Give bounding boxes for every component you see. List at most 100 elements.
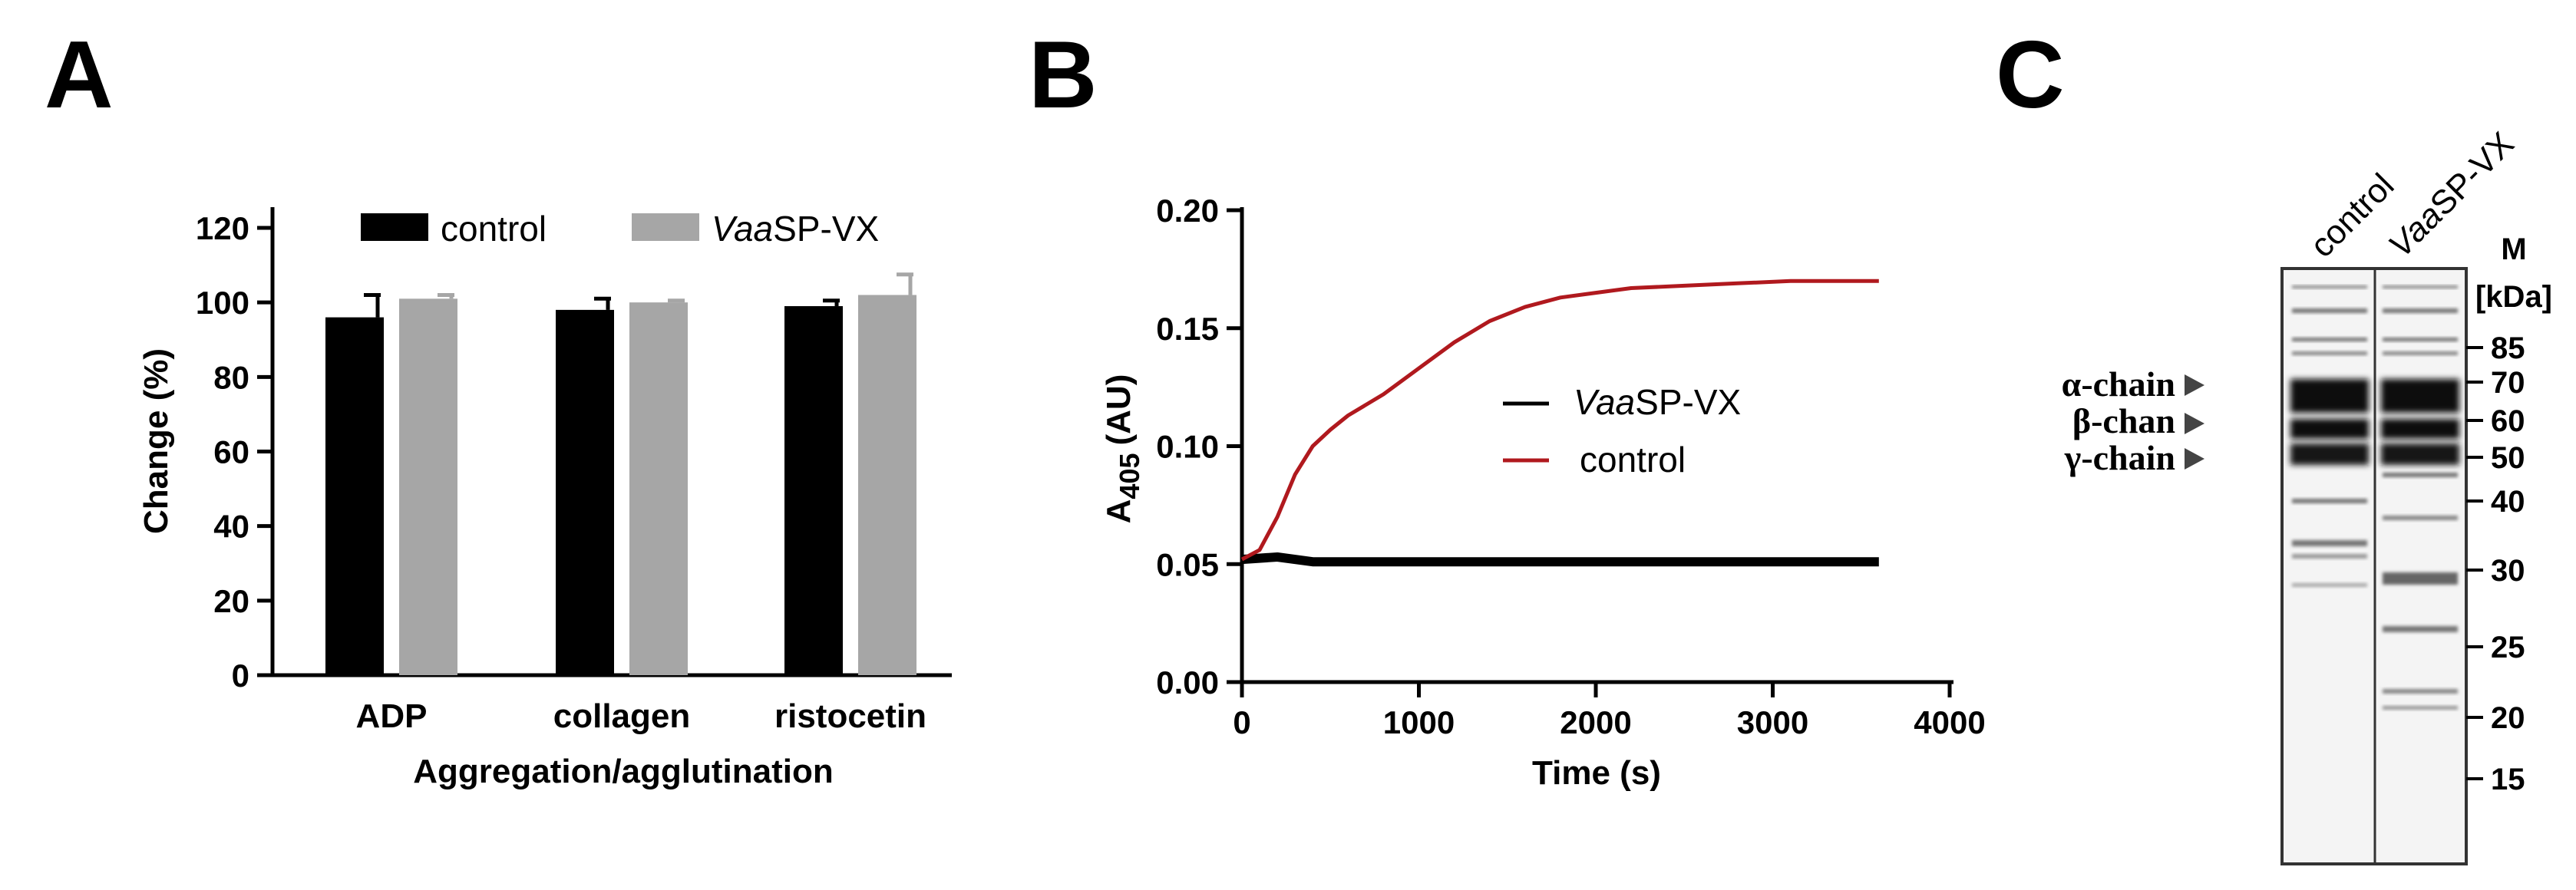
gel-marker-70: 70 bbox=[2466, 366, 2525, 400]
gel-marker-header-m: M bbox=[2501, 232, 2526, 266]
gel-band bbox=[2383, 351, 2458, 355]
gel-marker-30: 30 bbox=[2466, 554, 2525, 588]
gel-band-beta bbox=[2381, 419, 2459, 439]
gel-marker-label: 40 bbox=[2491, 485, 2525, 519]
b-series-vaasp-line bbox=[1241, 552, 1879, 567]
a-y-tick-label: 40 bbox=[213, 509, 249, 545]
b-x-tick-label: 1000 bbox=[1383, 704, 1455, 740]
a-x-tick-label: ADP bbox=[356, 697, 428, 735]
gel-marker-15: 15 bbox=[2466, 763, 2525, 796]
gel-band bbox=[2292, 554, 2367, 559]
gel-band bbox=[2292, 351, 2367, 355]
gel-band bbox=[2292, 308, 2367, 313]
gel-band bbox=[2292, 540, 2367, 546]
gel-band bbox=[2292, 499, 2367, 503]
gel-lane-label-vaasp: VaaSP-VX bbox=[2381, 125, 2521, 265]
a-bar-control bbox=[325, 317, 384, 675]
gel-band bbox=[2383, 473, 2458, 477]
gel-band bbox=[2383, 706, 2458, 710]
line-chart-b: 0.00 0.05 0.10 0.15 0.20 0 1000 2000 3000 4000 A4… bbox=[1100, 193, 1986, 792]
gel-lane-vaasp bbox=[2381, 285, 2459, 710]
a-x-tick-label: collagen bbox=[553, 697, 691, 735]
a-y-tick-label: 120 bbox=[196, 210, 249, 246]
a-legend-label-vaasp: VaaSP-VX bbox=[712, 209, 879, 249]
gel-marker-50: 50 bbox=[2466, 441, 2525, 475]
b-legend-label-vaasp: VaaSP-VX bbox=[1574, 382, 1741, 422]
gel-marker-20: 20 bbox=[2466, 701, 2525, 735]
gel-band-alpha bbox=[2290, 379, 2369, 413]
b-y-axis-label: A405(AU) bbox=[1100, 374, 1145, 524]
b-y-tick-label: 0.20 bbox=[1156, 193, 1219, 229]
b-y-tick-label: 0.10 bbox=[1156, 429, 1219, 465]
b-y-tick-label: 0.15 bbox=[1156, 311, 1219, 347]
b-series-control-line bbox=[1240, 279, 1879, 562]
a-x-axis-label: Aggregation/agglutination bbox=[413, 753, 834, 790]
a-y-axis-label: Change (%) bbox=[137, 348, 175, 534]
a-legend-swatch-vaasp bbox=[632, 213, 699, 241]
gel-band bbox=[2383, 338, 2458, 341]
gel-marker-85: 85 bbox=[2466, 331, 2525, 365]
gel-chain-gamma: γ-chain bbox=[2064, 438, 2204, 477]
gel-chain-alpha-label: α-chain bbox=[2062, 364, 2175, 404]
gel-chain-alpha: α-chain bbox=[2062, 364, 2204, 404]
gel-marker-25: 25 bbox=[2466, 631, 2525, 664]
a-y-tick-label: 0 bbox=[232, 658, 249, 694]
gel-marker-label: 85 bbox=[2491, 331, 2525, 365]
a-y-tick-label: 60 bbox=[213, 434, 249, 470]
gel-marker-label: 60 bbox=[2491, 404, 2525, 438]
gel-chain-gamma-label: γ-chain bbox=[2064, 438, 2175, 477]
gel-band bbox=[2383, 285, 2458, 288]
gel-band bbox=[2383, 516, 2458, 520]
gel-marker-label: 15 bbox=[2491, 763, 2525, 796]
panel-b-label: B bbox=[1029, 22, 1098, 128]
gel-marker-label: 25 bbox=[2491, 631, 2525, 664]
gel-lane-label-control: control bbox=[2303, 166, 2401, 265]
panel-a-label: A bbox=[45, 22, 114, 128]
gel-marker-header-kda: [kDa] bbox=[2475, 280, 2552, 314]
a-y-tick-label: 20 bbox=[213, 583, 249, 619]
gel-band-gamma bbox=[2381, 443, 2459, 465]
gel-marker-label: 70 bbox=[2491, 366, 2525, 400]
gel-marker-60: 60 bbox=[2466, 404, 2525, 438]
sds-page-gel: control VaaSP-VX bbox=[2062, 125, 2552, 865]
b-x-tick-label: 3000 bbox=[1737, 704, 1808, 740]
a-legend-swatch-control bbox=[361, 213, 428, 241]
a-bar-vaasp bbox=[858, 295, 916, 675]
b-x-axis-label: Time (s) bbox=[1532, 754, 1661, 792]
b-y-tick-label: 0.05 bbox=[1156, 546, 1219, 582]
b-x-tick-label: 4000 bbox=[1914, 704, 1985, 740]
gel-band bbox=[2292, 285, 2367, 288]
gel-band bbox=[2383, 308, 2458, 313]
gel-band bbox=[2383, 572, 2458, 585]
gel-chain-gamma-arrow-icon bbox=[2185, 448, 2204, 470]
gel-band-alpha bbox=[2381, 379, 2459, 413]
a-bar-vaasp bbox=[629, 302, 688, 675]
a-y-tick-label: 80 bbox=[213, 359, 249, 395]
panel-c-label: C bbox=[1996, 22, 2065, 128]
a-bar-vaasp bbox=[399, 298, 457, 675]
gel-chain-beta: β-chan bbox=[2072, 401, 2204, 440]
bar-chart-a: 0 20 40 60 80 100 120 ADP collagen ristocetin Cha… bbox=[137, 207, 952, 790]
b-y-tick-label: 0.00 bbox=[1156, 664, 1219, 700]
b-legend-label-control: control bbox=[1580, 440, 1686, 480]
gel-band bbox=[2292, 583, 2367, 587]
a-x-tick-label: ristocetin bbox=[774, 697, 926, 735]
gel-band-beta bbox=[2290, 419, 2369, 439]
gel-marker-label: 50 bbox=[2491, 441, 2525, 475]
b-x-tick-label: 2000 bbox=[1560, 704, 1631, 740]
gel-lane-control bbox=[2290, 285, 2369, 587]
gel-band bbox=[2383, 626, 2458, 632]
gel-marker-40: 40 bbox=[2466, 485, 2525, 519]
gel-chain-beta-label: β-chan bbox=[2072, 401, 2175, 440]
a-bar-control bbox=[556, 309, 614, 675]
gel-chain-alpha-arrow-icon bbox=[2185, 374, 2204, 396]
gel-band bbox=[2292, 338, 2367, 341]
gel-marker-label: 20 bbox=[2491, 701, 2525, 735]
gel-band bbox=[2383, 689, 2458, 694]
gel-band-gamma bbox=[2290, 443, 2369, 465]
b-x-tick-label: 0 bbox=[1233, 704, 1250, 740]
gel-chain-beta-arrow-icon bbox=[2185, 413, 2204, 434]
gel-marker-label: 30 bbox=[2491, 554, 2525, 588]
a-bar-control bbox=[784, 306, 843, 675]
